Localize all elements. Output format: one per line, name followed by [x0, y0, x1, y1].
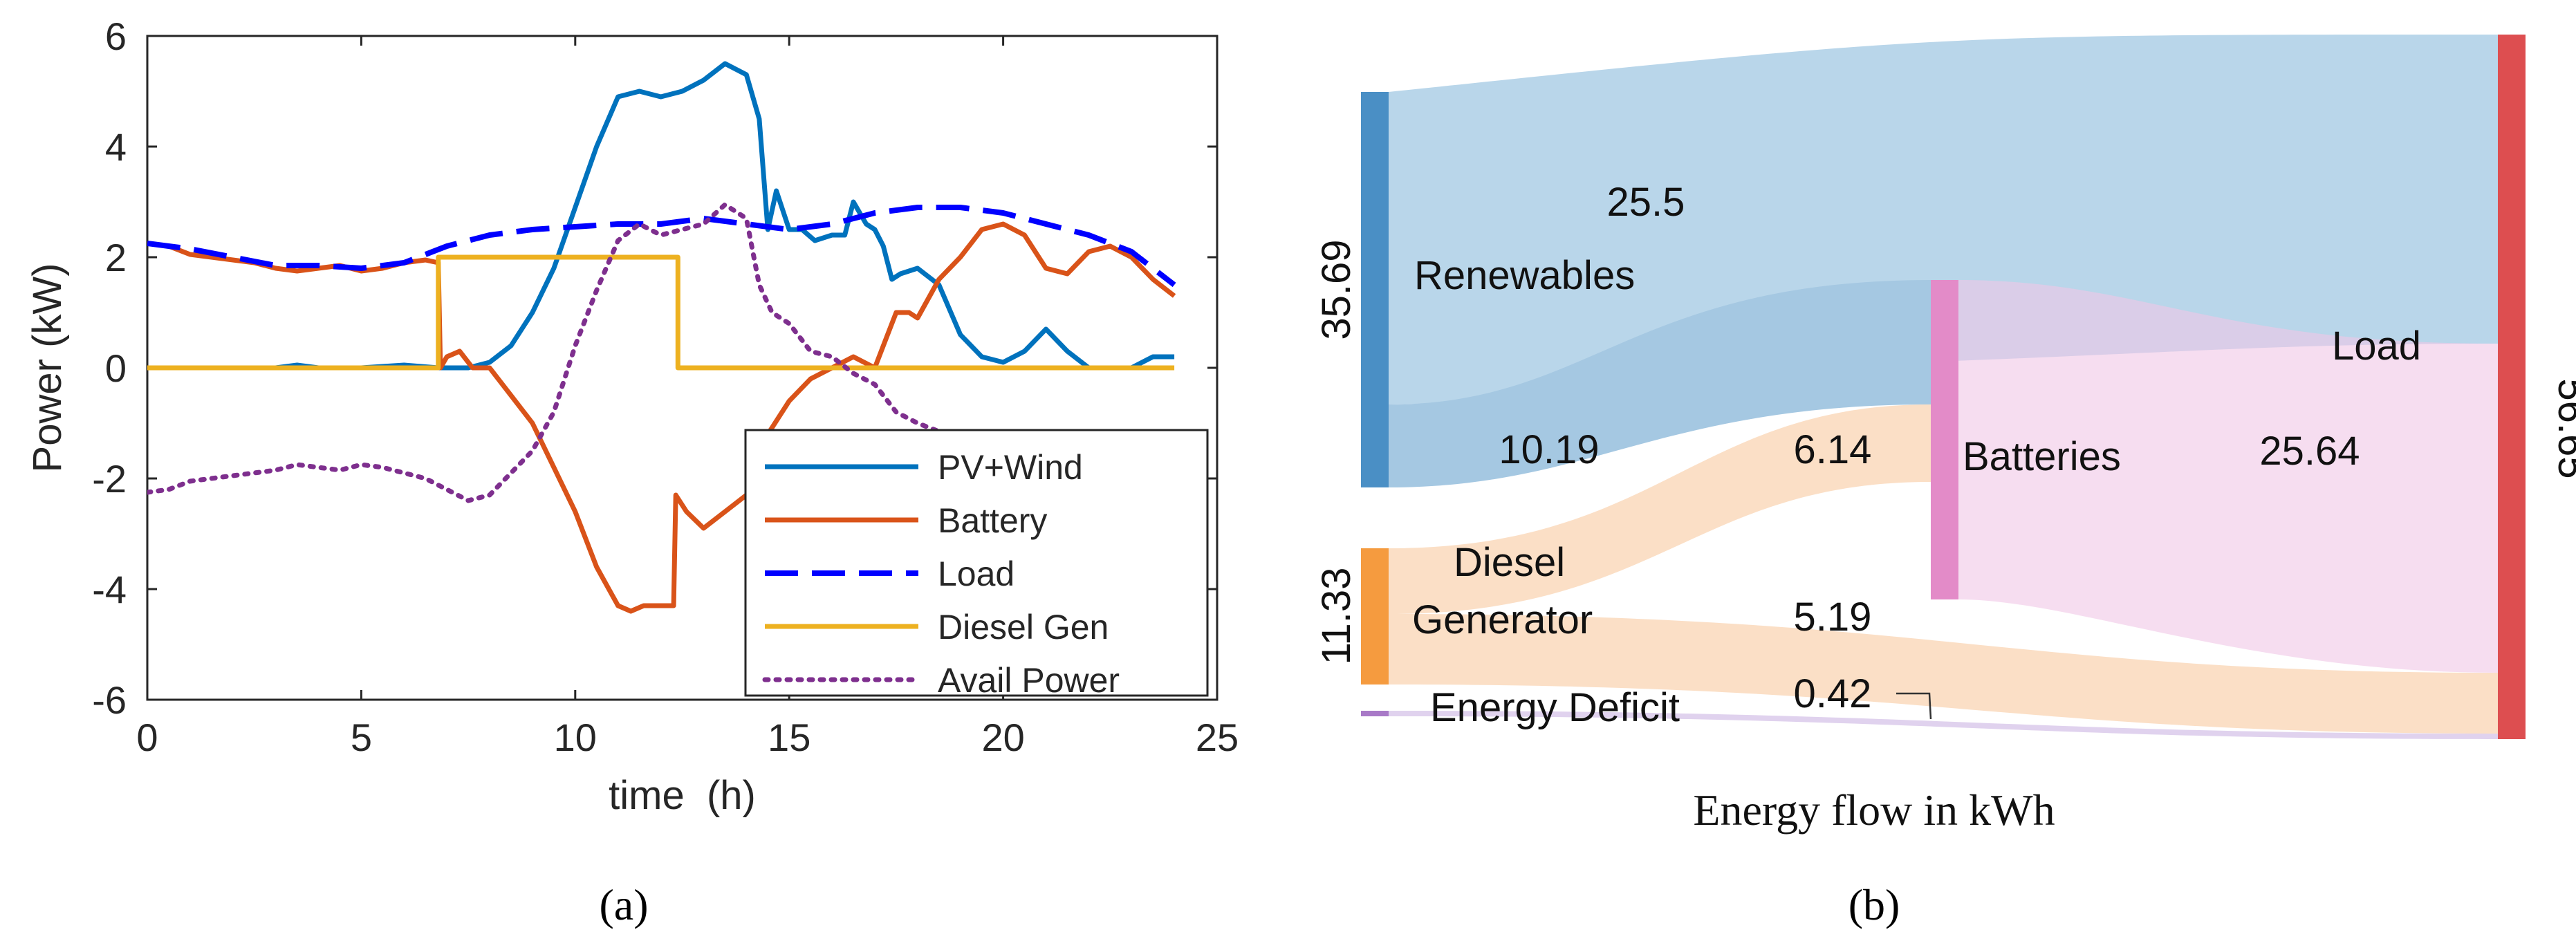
panel-a-line-chart: 0 5 10 15 20 25 -6 -4 -2 0 2 4 6 time (h) Power (kW… — [25, 15, 1239, 929]
link-label-diesel-batteries: 6.14 — [1794, 427, 1872, 472]
link-label-deficit-load: 0.42 — [1794, 671, 1872, 716]
x-tick-label: 0 — [136, 716, 158, 759]
node-energy-deficit — [1361, 711, 1389, 716]
node-label-renewables: Renewables — [1414, 253, 1635, 298]
link-batteries-to-load — [1958, 280, 2498, 673]
y-axis-label: Power (kW) — [25, 263, 70, 473]
legend-box — [744, 429, 1209, 697]
link-diesel-to-load — [1389, 614, 2498, 734]
x-tick-label: 25 — [1196, 716, 1239, 759]
x-tick-label: 10 — [554, 716, 597, 759]
node-load — [2498, 35, 2526, 739]
y-tick-label: -6 — [92, 678, 127, 722]
sankey-title: Energy flow in kWh — [1693, 785, 2055, 835]
series-lines — [147, 61, 1176, 614]
x-axis-label: time (h) — [609, 773, 756, 818]
y-tick-label: 4 — [105, 125, 127, 169]
node-label-energy-deficit: Energy Deficit — [1430, 685, 1680, 730]
y-tick-label: 2 — [105, 236, 127, 279]
panel-a-caption: (a) — [599, 880, 648, 929]
panel-b-caption: (b) — [1848, 880, 1900, 929]
node-value-renewables: 35.69 — [1314, 239, 1359, 339]
series-line-load — [147, 205, 1176, 288]
legend-label: Load — [938, 555, 1014, 593]
legend-label: Battery — [938, 501, 1047, 540]
node-diesel-generator — [1361, 548, 1389, 684]
node-label-batteries: Batteries — [1963, 434, 2121, 479]
x-tick-label: 15 — [768, 716, 810, 759]
y-tick-label: -4 — [92, 568, 127, 611]
node-label-diesel-line2: Generator — [1412, 597, 1593, 642]
node-value-load: 56.65 — [2550, 378, 2576, 478]
node-renewables — [1361, 92, 1389, 487]
x-axis-ticks: 0 5 10 15 20 25 — [136, 36, 1239, 759]
panel-b-sankey: Renewables Diesel Generator Energy Defic… — [1314, 35, 2576, 929]
series-line-avail-power — [147, 202, 963, 503]
link-deficit-to-load — [1389, 711, 2498, 739]
legend-label: Diesel Gen — [938, 608, 1109, 646]
series-line-diesel-gen — [147, 254, 1175, 371]
node-label-load: Load — [2332, 324, 2421, 369]
link-renewables-to-load — [1389, 35, 2498, 404]
node-value-diesel: 11.33 — [1314, 568, 1359, 665]
link-label-renewables-batteries: 10.19 — [1499, 427, 1599, 472]
x-tick-label: 5 — [351, 716, 372, 759]
link-label-diesel-load: 5.19 — [1794, 595, 1872, 640]
x-tick-label: 20 — [981, 716, 1024, 759]
legend-label: PV+Wind — [938, 448, 1083, 487]
node-batteries — [1931, 280, 1958, 599]
link-diesel-to-batteries — [1389, 404, 1931, 614]
link-renewables-to-batteries — [1389, 280, 1931, 487]
link-label-batteries-load: 25.64 — [2259, 429, 2360, 474]
node-label-diesel-line1: Diesel — [1454, 540, 1565, 585]
series-line-pv-wind — [147, 61, 1175, 371]
y-tick-label: -2 — [92, 457, 127, 501]
y-axis-ticks: -6 -4 -2 0 2 4 6 — [92, 15, 1217, 722]
legend-label: Avail Power — [938, 661, 1120, 700]
link-label-leader-line — [1896, 692, 1932, 720]
link-label-renewables-load: 25.5 — [1607, 180, 1685, 225]
legend: PV+Wind Battery Load Diesel Gen Avail Power — [744, 429, 1209, 700]
y-tick-label: 0 — [105, 346, 127, 390]
y-tick-label: 6 — [105, 15, 127, 58]
